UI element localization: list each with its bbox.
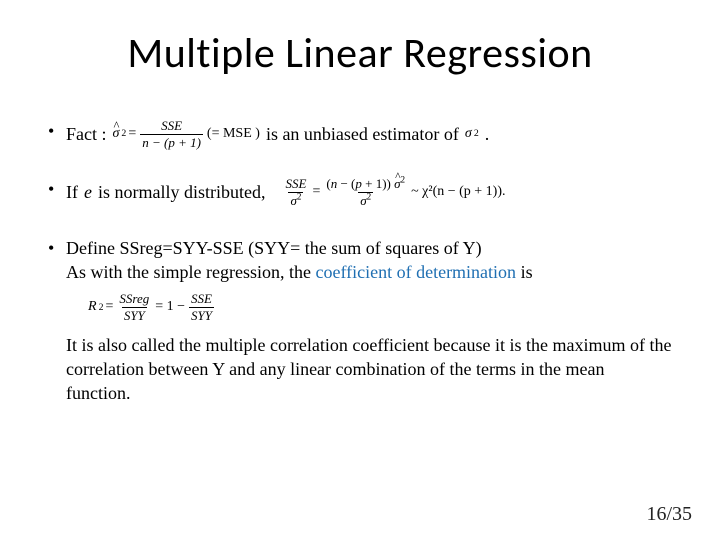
bullet-define: Define SSreg=SYY-SSE (SYY= the sum of sq…	[48, 236, 672, 406]
r2-frac1: SSreg SYY	[117, 292, 151, 322]
fact-mid: is an unbiased estimator of	[266, 122, 459, 146]
mse-num: SSE	[159, 119, 184, 134]
mse-fraction: SSE n − (p + 1)	[140, 119, 203, 149]
r2-equation-block: R2 = SSreg SYY = 1 − SSE SYY	[66, 292, 672, 323]
sigma-hat: σ	[113, 125, 120, 144]
r2-f1-den: SYY	[122, 307, 147, 323]
define-pre: As with the simple regression, the	[66, 262, 315, 282]
page-number: 16/35	[646, 503, 692, 526]
bullet-fact: Fact : σ2 = SSE n − (p + 1) (= MSE ) is …	[48, 119, 672, 149]
fact-post: .	[485, 122, 490, 146]
chi-f1-den: σ2	[288, 192, 303, 208]
mse-equation: σ2 = SSE n − (p + 1) (= MSE )	[113, 119, 260, 149]
mse-den: n − (p + 1)	[140, 134, 203, 150]
r2-frac2: SSE SYY	[189, 292, 214, 322]
slide-title: Multiple Linear Regression	[48, 28, 672, 79]
chi-frac2: (n − (p + 1)) σ2 σ2	[324, 177, 407, 207]
sigma-sq: σ2	[465, 125, 479, 144]
bullet-ifnorm-line: If e is normally distributed, SSE σ2 = (…	[66, 177, 672, 207]
chi-equation: SSE σ2 = (n − (p + 1)) σ2 σ2 ~ χ²(n − (p…	[281, 177, 505, 207]
chi-tail: ~ χ²(n − (p + 1)).	[411, 183, 505, 202]
r2-f1-num: SSreg	[117, 292, 151, 307]
page-total: 35	[672, 503, 692, 525]
page-current: 16	[646, 503, 666, 525]
chi-f1-num: SSE	[283, 177, 308, 192]
r2-mid: = 1 −	[155, 298, 185, 317]
mse-paren: (= MSE )	[207, 125, 260, 144]
chi-f2-num: (n − (p + 1)) σ2	[324, 177, 407, 192]
footer-paragraph: It is also called the multiple correlati…	[66, 333, 672, 406]
define-post: is	[516, 262, 533, 282]
r2-f2-den: SYY	[189, 307, 214, 323]
r2-f2-num: SSE	[189, 292, 214, 307]
define-line2: As with the simple regression, the coeff…	[66, 260, 672, 284]
bullet-fact-line: Fact : σ2 = SSE n − (p + 1) (= MSE ) is …	[66, 119, 672, 149]
define-line1: Define SSreg=SYY-SSE (SYY= the sum of sq…	[66, 236, 672, 260]
fact-pre: Fact :	[66, 122, 107, 146]
r2-equation: R2 = SSreg SYY = 1 − SSE SYY	[88, 292, 216, 322]
chi-frac1: SSE σ2	[283, 177, 308, 207]
bullet-list: Fact : σ2 = SSE n − (p + 1) (= MSE ) is …	[48, 119, 672, 406]
chi-f2-den: σ2	[358, 192, 373, 208]
coeff-determination-link: coefficient of determination	[315, 262, 516, 282]
ifnorm-pre: If	[66, 180, 78, 204]
ifnorm-var: e	[84, 180, 92, 204]
slide-root: Multiple Linear Regression Fact : σ2 = S…	[0, 0, 720, 540]
ifnorm-post: is normally distributed,	[98, 180, 265, 204]
bullet-ifnorm: If e is normally distributed, SSE σ2 = (…	[48, 177, 672, 207]
